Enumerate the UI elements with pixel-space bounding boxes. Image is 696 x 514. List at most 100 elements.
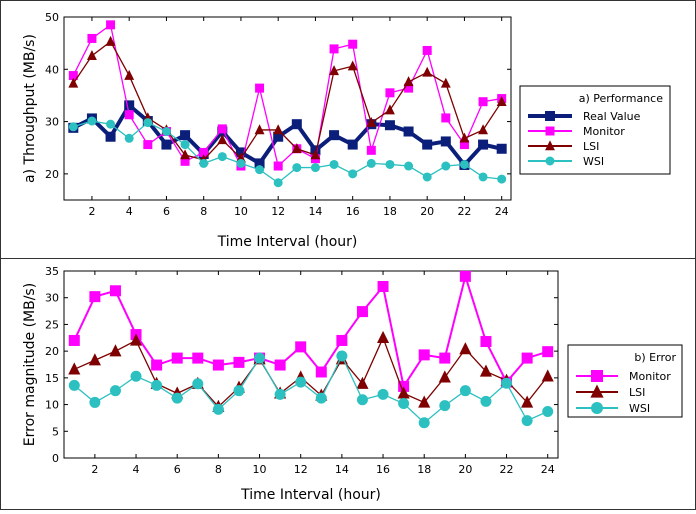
data-point	[106, 20, 116, 30]
data-point	[105, 35, 116, 46]
x-tick-label: 4	[126, 205, 133, 218]
legend-swatch-marker	[545, 140, 555, 151]
data-point	[403, 76, 414, 87]
data-point	[292, 163, 302, 173]
data-point	[109, 385, 121, 397]
x-tick-label: 22	[457, 205, 471, 218]
data-point	[501, 377, 513, 389]
data-point	[124, 100, 135, 111]
x-tick-label: 16	[376, 463, 390, 476]
legend-entry-label: Monitor	[629, 370, 671, 383]
data-point	[68, 379, 80, 391]
data-point	[438, 370, 451, 383]
data-point	[233, 356, 245, 368]
data-point	[329, 65, 340, 76]
data-point	[329, 44, 339, 54]
data-point	[521, 352, 533, 364]
legend-title: a) Performance	[579, 92, 663, 105]
data-point	[459, 140, 469, 150]
series-line	[72, 23, 502, 168]
data-point	[273, 161, 283, 171]
data-point	[180, 130, 191, 141]
y-tick-label: 20	[45, 345, 59, 358]
data-point	[254, 352, 266, 364]
data-point	[384, 120, 395, 131]
series-line	[73, 354, 548, 424]
data-point	[124, 133, 134, 143]
data-point	[68, 362, 81, 375]
data-point	[459, 159, 469, 169]
legend-swatch-marker	[591, 402, 603, 414]
data-point	[124, 110, 134, 120]
data-point	[274, 388, 286, 400]
data-point	[385, 88, 395, 98]
data-point	[68, 122, 78, 132]
series-wsi	[68, 116, 507, 188]
data-point	[422, 66, 433, 77]
data-point	[68, 334, 80, 346]
data-point	[236, 158, 246, 168]
x-tick-label: 24	[541, 463, 555, 476]
data-point	[254, 158, 265, 169]
data-point	[422, 139, 433, 150]
data-point	[403, 126, 414, 137]
data-point	[366, 116, 377, 127]
data-point	[480, 395, 492, 407]
y-tick-label: 0	[52, 452, 59, 465]
legend-entry-label: Monitor	[583, 125, 625, 138]
x-tick-label: 4	[133, 463, 140, 476]
plot-frame	[63, 270, 559, 459]
data-point	[521, 395, 534, 408]
data-point	[199, 158, 209, 168]
legend: a) Performance Real Value Monitor LSI WSI	[519, 85, 671, 175]
data-point	[418, 349, 430, 361]
x-tick-label: 10	[253, 463, 267, 476]
data-point	[366, 158, 376, 168]
y-tick-label: 30	[45, 116, 59, 129]
data-point	[441, 161, 451, 171]
data-point	[310, 149, 321, 160]
data-point	[273, 124, 284, 135]
data-point	[541, 369, 554, 382]
data-point	[478, 97, 488, 107]
series-monitor	[68, 270, 554, 392]
data-point	[315, 392, 327, 404]
data-point	[329, 159, 339, 169]
data-point	[254, 124, 265, 135]
legend-entry-label: LSI	[629, 386, 645, 399]
data-point	[274, 359, 286, 371]
data-point	[235, 147, 246, 158]
x-axis-label: Time Interval (hour)	[217, 234, 358, 250]
y-axis-label: Error magnitude (MB/s)	[22, 283, 38, 446]
data-point	[398, 398, 410, 410]
data-point	[418, 395, 431, 408]
data-point	[397, 386, 410, 399]
x-axis-label: Time Interval (hour)	[240, 487, 381, 503]
y-tick-label: 50	[45, 11, 59, 24]
y-tick-label: 10	[45, 399, 59, 412]
data-point	[217, 134, 228, 145]
data-point	[291, 143, 302, 154]
x-tick-label: 14	[308, 205, 322, 218]
plot-frame	[63, 16, 512, 201]
data-point	[348, 39, 358, 49]
data-point	[404, 83, 414, 93]
legend-swatch-marker	[545, 156, 555, 166]
data-point	[129, 333, 143, 346]
legend-entry-label: LSI	[583, 140, 599, 153]
data-point	[422, 172, 432, 182]
data-point	[130, 370, 142, 382]
data-point	[180, 156, 190, 166]
data-point	[497, 174, 507, 184]
x-tick-label: 8	[215, 463, 222, 476]
data-point	[105, 131, 116, 142]
y-tick-label: 25	[45, 318, 59, 331]
data-point	[88, 353, 101, 366]
data-point	[217, 152, 227, 162]
data-point	[496, 143, 507, 154]
x-tick-label: 24	[495, 205, 509, 218]
data-point	[212, 359, 224, 371]
data-point	[255, 165, 265, 175]
data-point	[291, 119, 302, 130]
